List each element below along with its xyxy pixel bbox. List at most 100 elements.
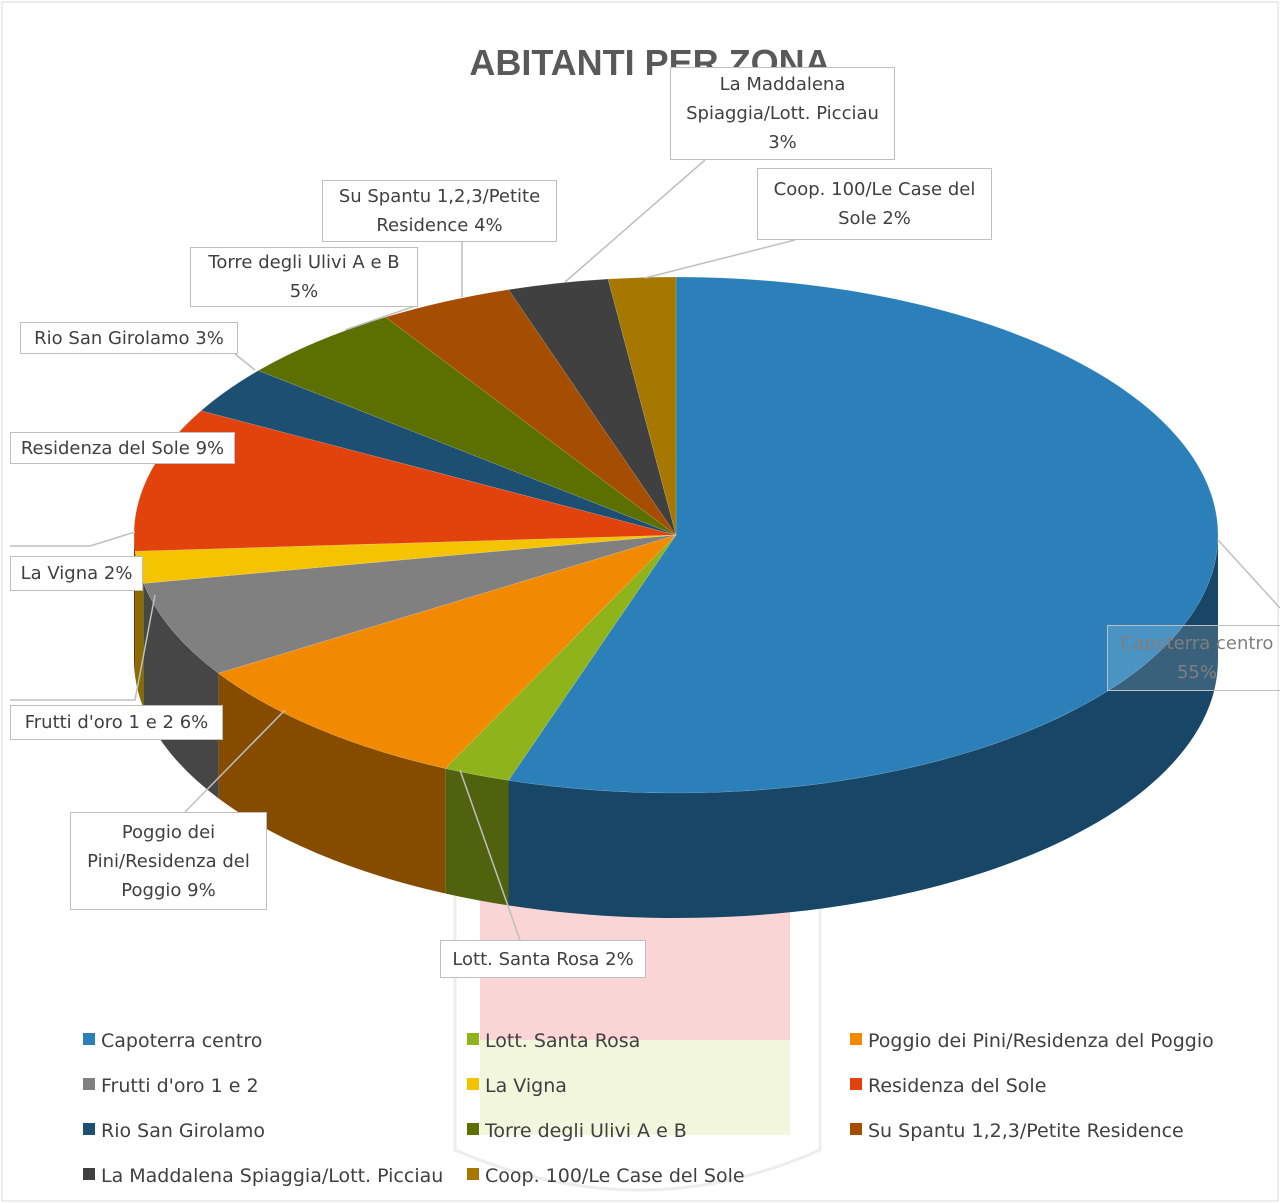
- data-label: Su Spantu 1,2,3/Petite Residence 4%: [322, 180, 557, 242]
- pie-slice: [257, 316, 677, 536]
- data-label-text: La Maddalena Spiaggia/Lott. Picciau 3%: [677, 70, 888, 157]
- chart-title: ABITANTI PER ZONA: [469, 42, 831, 83]
- pie-slice: [444, 534, 677, 781]
- data-label: Lott. Santa Rosa 2%: [440, 940, 646, 978]
- pie-slice: [508, 276, 1219, 794]
- data-label-value: 5%: [289, 281, 319, 302]
- data-label-value: 9%: [187, 879, 216, 901]
- legend-label: La Vigna: [485, 1075, 567, 1097]
- data-label-text: Poggio dei Pini/Residenza del Poggio 9%: [77, 818, 260, 905]
- data-label-value: 3%: [195, 327, 224, 349]
- data-label-name: La Maddalena Spiaggia/Lott. Picciau: [686, 74, 879, 124]
- data-label: La Vigna 2%: [10, 556, 143, 591]
- data-label-name: Coop. 100/Le Case del Sole: [773, 179, 976, 229]
- data-label-text: Torre degli Ulivi A e B 5%: [197, 248, 411, 306]
- data-label-name: Capoterra centro: [1120, 633, 1274, 654]
- data-label-name: Rio San Girolamo: [34, 327, 190, 349]
- legend-label: Frutti d'oro 1 e 2: [101, 1075, 259, 1097]
- legend-item: Frutti d'oro 1 e 2: [83, 1075, 259, 1097]
- data-label-name: Torre degli Ulivi A e B: [208, 252, 400, 273]
- watermark-field: [480, 1040, 790, 1135]
- pie-slice: [200, 370, 677, 536]
- data-label-name: Lott. Santa Rosa: [452, 948, 600, 970]
- pie-slice: [508, 278, 677, 536]
- data-label-text: Residenza del Sole 9%: [21, 434, 224, 463]
- data-label: Rio San Girolamo 3%: [20, 322, 238, 354]
- leader-line: [10, 594, 156, 701]
- data-label-text: La Vigna 2%: [21, 559, 133, 588]
- pie-tops: [133, 276, 1219, 794]
- data-label: Coop. 100/Le Case del Sole 2%: [757, 168, 992, 240]
- leader-line: [644, 239, 796, 279]
- legend-label: Residenza del Sole: [868, 1075, 1047, 1097]
- legend-swatch: [467, 1033, 479, 1045]
- data-label-value: 3%: [768, 132, 797, 153]
- legend-swatch: [850, 1123, 862, 1135]
- leader-line: [459, 769, 521, 941]
- legend-swatch: [83, 1168, 95, 1180]
- pie-slice: [143, 534, 677, 674]
- data-label-name: Poggio dei Pini/Residenza del Poggio: [87, 821, 250, 901]
- legend-label: Rio San Girolamo: [101, 1120, 266, 1142]
- data-label-value: 2%: [605, 948, 634, 970]
- data-label-name: La Vigna: [20, 563, 99, 584]
- data-label: La Maddalena Spiaggia/Lott. Picciau 3%: [670, 67, 895, 160]
- legend-swatch: [850, 1033, 862, 1045]
- legend-label: Coop. 100/Le Case del Sole: [485, 1165, 745, 1187]
- pie-slice-side: [218, 673, 446, 894]
- data-label-text: Lott. Santa Rosa 2%: [452, 945, 633, 974]
- data-label-value: 2%: [882, 208, 911, 229]
- data-label: Frutti d'oro 1 e 2 6%: [10, 705, 223, 740]
- data-label-text: Coop. 100/Le Case del Sole 2%: [764, 175, 985, 233]
- data-label-name: Frutti d'oro 1 e 2: [24, 712, 174, 733]
- leader-line: [564, 159, 706, 283]
- pie-slice: [133, 410, 677, 552]
- data-label-name: Su Spantu 1,2,3/Petite Residence: [338, 186, 541, 236]
- legend-item: Torre degli Ulivi A e B: [467, 1120, 687, 1142]
- data-label-text: Su Spantu 1,2,3/Petite Residence 4%: [329, 182, 550, 240]
- data-label: Torre degli Ulivi A e B 5%: [190, 247, 418, 307]
- legend-item: Su Spantu 1,2,3/Petite Residence: [850, 1120, 1184, 1142]
- pie-slice-side: [508, 535, 1218, 918]
- data-label-text: Rio San Girolamo 3%: [34, 324, 224, 353]
- pie-slice: [217, 534, 677, 769]
- legend-item: Lott. Santa Rosa: [467, 1030, 640, 1052]
- leader-line: [1217, 539, 1280, 609]
- pie-slice-side: [143, 583, 219, 799]
- legend-swatch: [83, 1078, 95, 1090]
- data-label: Capoterra centro 55%: [1107, 625, 1280, 691]
- data-label-value: 4%: [474, 215, 503, 236]
- legend-label: Poggio dei Pini/Residenza del Poggio: [868, 1030, 1214, 1052]
- data-label: Poggio dei Pini/Residenza del Poggio 9%: [70, 812, 267, 910]
- legend-item: Poggio dei Pini/Residenza del Poggio: [850, 1030, 1214, 1052]
- legend-swatch: [467, 1078, 479, 1090]
- pie-sides: [134, 535, 1218, 918]
- legend-label: Su Spantu 1,2,3/Petite Residence: [868, 1120, 1184, 1142]
- legend-label: La Maddalena Spiaggia/Lott. Picciau: [101, 1165, 444, 1187]
- data-label-value: 55%: [1176, 662, 1217, 683]
- data-label-value: 9%: [195, 437, 225, 459]
- legend-item: Residenza del Sole: [850, 1075, 1046, 1097]
- legend-swatch: [850, 1078, 862, 1090]
- pie-slice-side: [445, 768, 509, 906]
- legend-item: Coop. 100/Le Case del Sole: [467, 1165, 745, 1187]
- legend-swatch: [467, 1168, 479, 1180]
- legend-swatch: [83, 1123, 95, 1135]
- legend-item: La Vigna: [467, 1075, 567, 1097]
- data-label-text: Frutti d'oro 1 e 2 6%: [25, 708, 209, 737]
- legend-swatch: [467, 1123, 479, 1135]
- data-label-value: 2%: [103, 563, 133, 584]
- legend-item: Capoterra centro: [83, 1030, 262, 1052]
- data-label-name: Residenza del Sole: [20, 437, 190, 459]
- pie-slice: [607, 276, 677, 536]
- legend-label: Capoterra centro: [101, 1030, 263, 1052]
- leader-line: [10, 531, 136, 547]
- data-label-value: 6%: [179, 712, 209, 733]
- legend-label: Lott. Santa Rosa: [485, 1030, 641, 1052]
- leader-line: [344, 304, 419, 331]
- legend-item: La Maddalena Spiaggia/Lott. Picciau: [83, 1165, 443, 1187]
- legend-item: Rio San Girolamo: [83, 1120, 265, 1142]
- legend-swatch: [83, 1033, 95, 1045]
